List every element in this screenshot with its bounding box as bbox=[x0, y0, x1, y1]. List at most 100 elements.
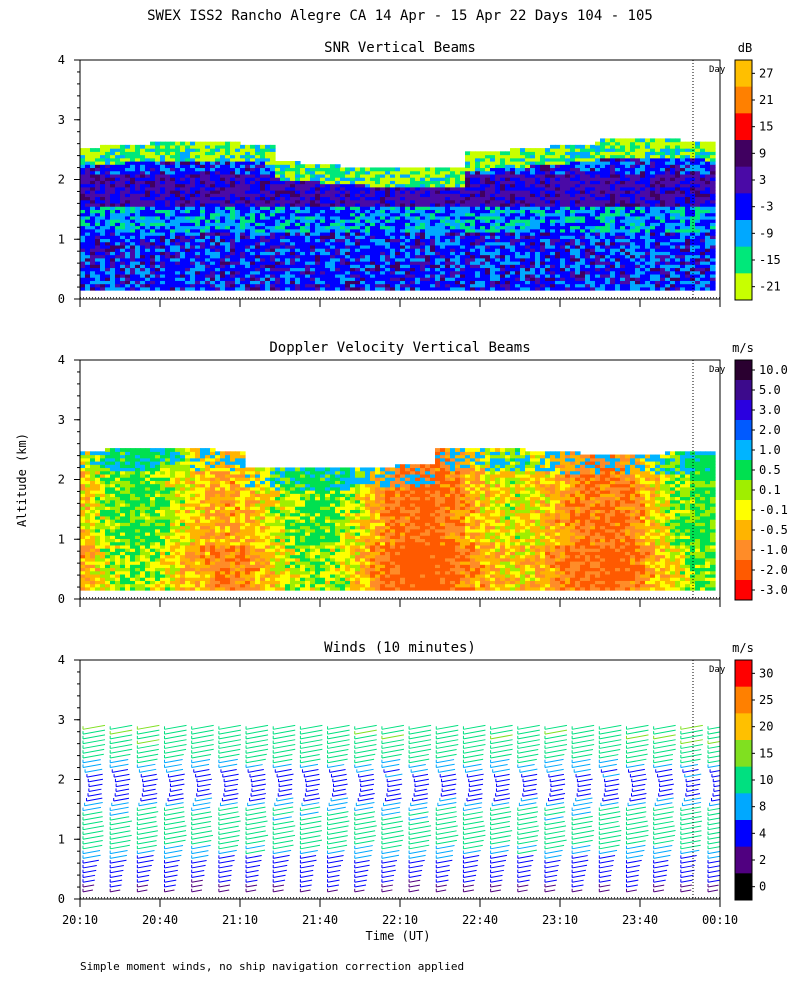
snr-cell bbox=[190, 193, 196, 198]
snr-cell bbox=[465, 196, 471, 201]
snr-cell bbox=[595, 238, 601, 243]
snr-cell bbox=[270, 199, 276, 204]
snr-cell bbox=[475, 270, 481, 275]
snr-cell bbox=[340, 270, 346, 275]
snr-cell bbox=[120, 180, 126, 185]
snr-cell bbox=[375, 209, 381, 214]
snr-cell bbox=[575, 196, 581, 201]
snr-cell bbox=[540, 173, 546, 178]
snr-cell bbox=[295, 199, 301, 204]
snr-cell bbox=[355, 219, 361, 223]
snr-cell bbox=[210, 231, 216, 236]
snr-cell bbox=[590, 170, 596, 175]
snr-cell bbox=[220, 144, 226, 149]
snr-cell bbox=[85, 173, 91, 178]
snr-cell bbox=[105, 186, 111, 191]
snr-cell bbox=[470, 180, 476, 185]
snr-cell bbox=[220, 261, 226, 265]
snr-cell bbox=[590, 144, 596, 149]
snr-cell bbox=[325, 254, 331, 259]
snr-cell bbox=[290, 177, 296, 181]
snr-cell bbox=[335, 241, 341, 246]
snr-cell bbox=[465, 193, 471, 198]
snr-cell bbox=[245, 190, 251, 194]
snr-cell bbox=[90, 173, 96, 178]
snr-cell bbox=[375, 183, 381, 188]
snr-cell bbox=[150, 144, 156, 149]
snr-cell bbox=[585, 286, 591, 291]
snr-cell bbox=[310, 248, 316, 252]
snr-cell bbox=[110, 280, 116, 285]
snr-cell bbox=[645, 248, 651, 252]
snr-cell bbox=[375, 238, 381, 243]
snr-cell bbox=[250, 267, 256, 272]
snr-cell bbox=[595, 196, 601, 201]
snr-cell bbox=[170, 151, 176, 156]
snr-cell bbox=[120, 280, 126, 285]
snr-cell bbox=[180, 222, 186, 227]
snr-cell bbox=[430, 209, 436, 214]
snr-cell bbox=[570, 286, 576, 291]
snr-cell bbox=[285, 225, 291, 230]
snr-cell bbox=[565, 144, 571, 149]
snr-cell bbox=[455, 196, 461, 201]
snr-cell bbox=[335, 196, 341, 201]
snr-cell bbox=[440, 248, 446, 252]
snr-cell bbox=[250, 228, 256, 233]
snr-cell bbox=[605, 161, 611, 165]
snr-cell bbox=[130, 270, 136, 275]
snr-cell bbox=[215, 215, 221, 220]
snr-cell bbox=[205, 209, 211, 214]
snr-cell bbox=[275, 209, 281, 214]
snr-cell bbox=[95, 209, 101, 214]
snr-cell bbox=[480, 225, 486, 230]
snr-cell bbox=[600, 286, 606, 291]
snr-cell bbox=[285, 248, 291, 252]
snr-cell bbox=[485, 251, 491, 256]
snr-cell bbox=[370, 180, 376, 185]
snr-cell bbox=[250, 286, 256, 291]
snr-cell bbox=[445, 254, 451, 259]
snr-cell bbox=[435, 264, 441, 269]
snr-cell bbox=[300, 167, 306, 172]
snr-cell bbox=[490, 244, 496, 249]
snr-cell bbox=[310, 219, 316, 223]
snr-cell bbox=[110, 261, 116, 265]
snr-cell bbox=[365, 251, 371, 256]
snr-cell bbox=[240, 206, 246, 210]
snr-cell bbox=[100, 257, 106, 262]
snr-cell bbox=[560, 151, 566, 156]
snr-cell bbox=[215, 270, 221, 275]
snr-cell bbox=[365, 215, 371, 220]
snr-cell bbox=[135, 231, 141, 236]
snr-cell bbox=[495, 241, 501, 246]
snr-cell bbox=[415, 186, 421, 191]
snr-cell bbox=[600, 180, 606, 185]
snr-cell bbox=[650, 235, 656, 240]
snr-cell bbox=[375, 193, 381, 198]
snr-cell bbox=[150, 215, 156, 220]
snr-cell bbox=[195, 202, 201, 207]
snr-cell bbox=[570, 196, 576, 201]
snr-cell bbox=[90, 215, 96, 220]
snr-cell bbox=[635, 231, 641, 236]
snr-cell bbox=[260, 173, 266, 178]
snr-cell bbox=[625, 212, 631, 217]
snr-cell bbox=[585, 280, 591, 285]
snr-cell bbox=[315, 286, 321, 291]
snr-cell bbox=[150, 238, 156, 243]
snr-cell bbox=[535, 202, 541, 207]
snr-cell bbox=[140, 270, 146, 275]
snr-cell bbox=[120, 225, 126, 230]
snr-cell bbox=[385, 267, 391, 272]
snr-cell bbox=[425, 199, 431, 204]
snr-cell bbox=[300, 190, 306, 194]
snr-cell bbox=[520, 202, 526, 207]
snr-cell bbox=[635, 173, 641, 178]
snr-cell bbox=[610, 261, 616, 265]
snr-cell bbox=[585, 196, 591, 201]
snr-cell bbox=[605, 231, 611, 236]
snr-cell bbox=[580, 206, 586, 210]
snr-cell bbox=[225, 161, 231, 165]
snr-cell bbox=[165, 270, 171, 275]
